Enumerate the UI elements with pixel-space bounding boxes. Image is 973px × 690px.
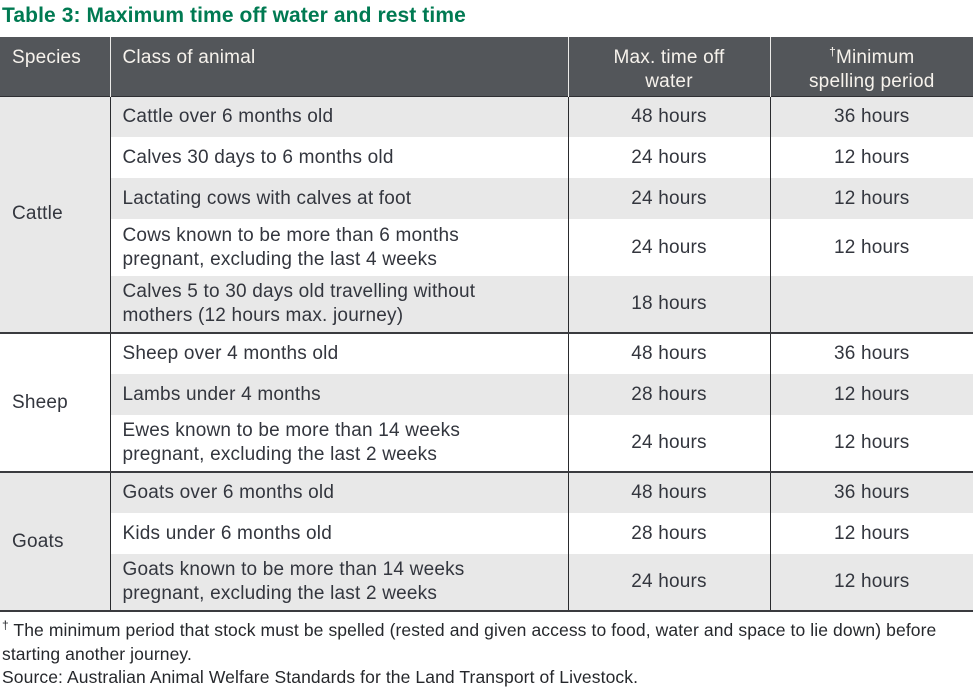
spelling-cell: 12 hours xyxy=(769,137,973,178)
species-cell-goats: Goats xyxy=(0,471,110,611)
class-cell: Cows known to be more than 6 months preg… xyxy=(109,219,568,276)
table-row: Goats Goats over 6 months old 48 hours 3… xyxy=(0,471,973,611)
table-row: Cattle Cattle over 6 months old 48 hours… xyxy=(0,96,973,333)
footnote: † The minimum period that stock must be … xyxy=(0,619,973,690)
max-time-cell: 24 hours xyxy=(567,219,770,276)
footnote-text: † The minimum period that stock must be … xyxy=(2,619,973,666)
max-time-cell: 18 hours xyxy=(567,276,770,333)
table-row: Lactating cows with calves at foot 24 ho… xyxy=(0,178,973,219)
max-time-cell: 48 hours xyxy=(567,471,770,513)
class-cell: Calves 5 to 30 days old travelling witho… xyxy=(109,276,568,333)
class-cell: Goats known to be more than 14 weeks pre… xyxy=(109,554,568,611)
dagger-mark: † xyxy=(829,44,836,59)
max-time-cell: 28 hours xyxy=(567,513,770,554)
dagger-mark: † xyxy=(2,618,9,633)
header-max-time-off-water: Max. time off water xyxy=(567,37,770,96)
header-min-spelling-period: †Minimum spelling period xyxy=(769,37,973,96)
header-min-line1: †Minimum xyxy=(771,46,973,70)
table-row: Goats known to be more than 14 weeks pre… xyxy=(0,554,973,611)
header-class-of-animal: Class of animal xyxy=(109,37,568,96)
header-min-line2: spelling period xyxy=(808,71,935,92)
spelling-cell: 12 hours xyxy=(769,219,973,276)
header-max-time-line2: water xyxy=(645,71,693,92)
table-row: Kids under 6 months old 28 hours 12 hour… xyxy=(0,513,973,554)
class-cell: Lambs under 4 months xyxy=(109,374,568,415)
spelling-cell: 12 hours xyxy=(769,178,973,219)
table-row: Cows known to be more than 6 months preg… xyxy=(0,219,973,276)
table-row: Ewes known to be more than 14 weeks preg… xyxy=(0,415,973,472)
spelling-cell xyxy=(769,276,973,333)
spelling-cell: 12 hours xyxy=(769,374,973,415)
max-time-cell: 24 hours xyxy=(567,137,770,178)
header-max-time-line1: Max. time off xyxy=(613,47,725,68)
class-cell: Cattle over 6 months old xyxy=(109,96,568,137)
species-cell-sheep: Sheep xyxy=(0,332,110,472)
species-cell-cattle: Cattle xyxy=(0,96,110,333)
source-line: Source: Australian Animal Welfare Standa… xyxy=(2,667,639,687)
spelling-cell: 36 hours xyxy=(769,471,973,513)
spelling-cell: 12 hours xyxy=(769,415,973,472)
page-title: Table 3: Maximum time off water and rest… xyxy=(2,4,466,27)
header-species: Species xyxy=(0,37,110,96)
max-time-cell: 24 hours xyxy=(567,178,770,219)
max-time-cell: 24 hours xyxy=(567,415,770,472)
spelling-cell: 12 hours xyxy=(769,554,973,611)
table-row: Calves 5 to 30 days old travelling witho… xyxy=(0,276,973,333)
table-row: Sheep Sheep over 4 months old 48 hours 3… xyxy=(0,332,973,472)
spelling-cell: 36 hours xyxy=(769,96,973,137)
class-cell: Sheep over 4 months old xyxy=(109,332,568,374)
table-row: Lambs under 4 months 28 hours 12 hours xyxy=(0,374,973,415)
header-min-word: Minimum xyxy=(835,47,915,68)
class-cell: Ewes known to be more than 14 weeks preg… xyxy=(109,415,568,472)
class-cell: Calves 30 days to 6 months old xyxy=(109,137,568,178)
max-time-cell: 24 hours xyxy=(567,554,770,611)
header-row: Species Class of animal Max. time off wa… xyxy=(0,37,973,96)
table-row: Calves 30 days to 6 months old 24 hours … xyxy=(0,137,973,178)
table-header: Species Class of animal Max. time off wa… xyxy=(0,37,973,96)
max-time-cell: 48 hours xyxy=(567,96,770,137)
max-time-cell: 28 hours xyxy=(567,374,770,415)
spelling-cell: 36 hours xyxy=(769,332,973,374)
spelling-cell: 12 hours xyxy=(769,513,973,554)
livestock-table: Species Class of animal Max. time off wa… xyxy=(0,37,973,612)
class-cell: Kids under 6 months old xyxy=(109,513,568,554)
class-cell: Goats over 6 months old xyxy=(109,471,568,513)
class-cell: Lactating cows with calves at foot xyxy=(109,178,568,219)
max-time-cell: 48 hours xyxy=(567,332,770,374)
footnote-body: The minimum period that stock must be sp… xyxy=(2,620,937,664)
